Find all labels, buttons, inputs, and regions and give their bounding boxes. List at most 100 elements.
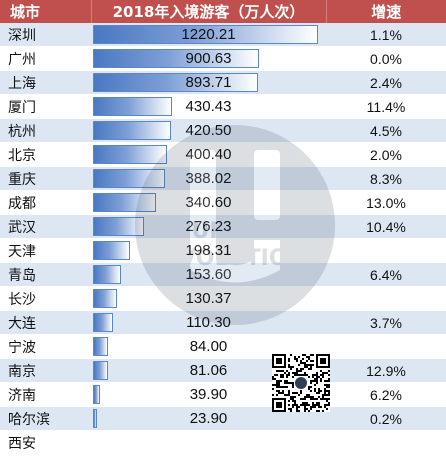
value-label: 198.31	[185, 242, 232, 259]
value-label: 388.02	[185, 170, 232, 187]
value-label: 400.40	[185, 146, 232, 163]
value-label: 110.30	[186, 314, 231, 331]
table-row: 哈尔滨 23.90 0.2%	[0, 406, 446, 431]
data-bar	[93, 361, 108, 380]
growth-cell	[326, 238, 446, 263]
city-cell: 广州	[0, 46, 91, 71]
value-label: 1220.21	[181, 26, 236, 43]
value-cell: 153.60	[91, 262, 326, 287]
city-cell: 武汉	[0, 214, 91, 239]
growth-cell: 13.0%	[326, 190, 446, 215]
table-row: 上海 893.71 2.4%	[0, 70, 446, 95]
value-cell: 84.00	[91, 334, 326, 359]
city-cell: 西安	[0, 430, 91, 455]
value-cell: 340.60	[91, 190, 326, 215]
table-row: 武汉 276.23 10.4%	[0, 214, 446, 239]
data-bar	[93, 25, 318, 44]
value-label: 430.43	[185, 98, 232, 115]
data-bar	[93, 313, 113, 332]
data-bar	[93, 289, 117, 308]
table-row: 北京 400.40 2.0%	[0, 142, 446, 167]
city-cell: 长沙	[0, 286, 91, 311]
table-row: 广州 900.63 0.0%	[0, 46, 446, 71]
value-cell: 400.40	[91, 142, 326, 167]
value-cell: 900.63	[91, 46, 326, 71]
value-cell: 130.37	[91, 286, 326, 311]
data-bar	[93, 265, 121, 284]
value-cell: 420.50	[91, 118, 326, 143]
city-cell: 厦门	[0, 94, 91, 119]
growth-cell: 6.4%	[326, 262, 446, 287]
city-cell: 杭州	[0, 118, 91, 143]
table-row: 青岛 153.60 6.4%	[0, 262, 446, 287]
city-column-header: 城市	[0, 0, 92, 23]
data-bar	[93, 217, 144, 236]
value-label: 420.50	[185, 122, 232, 139]
table-row: 天津 198.31	[0, 238, 446, 263]
data-bar	[93, 169, 165, 188]
table-row: 重庆 388.02 8.3%	[0, 166, 446, 191]
growth-cell	[326, 334, 446, 359]
header-row: 城市 2018年入境游客（万人次） 增速	[0, 0, 446, 23]
data-bar	[93, 97, 172, 116]
value-label: 81.06	[189, 362, 228, 379]
value-label: 23.90	[189, 410, 228, 427]
growth-cell: 3.7%	[326, 310, 446, 335]
value-cell: 110.30	[91, 310, 326, 335]
value-label: 893.71	[185, 74, 232, 91]
value-cell: 430.43	[91, 94, 326, 119]
value-label: 340.60	[185, 194, 232, 211]
table-row: 宁波 84.00	[0, 334, 446, 359]
growth-cell: 2.4%	[326, 70, 446, 95]
value-label: 39.90	[189, 386, 228, 403]
table-row: 西安	[0, 430, 446, 455]
growth-cell: 11.4%	[326, 94, 446, 119]
city-cell: 北京	[0, 142, 91, 167]
data-bar	[93, 73, 258, 92]
city-cell: 成都	[0, 190, 91, 215]
table-row: 南京 81.06 12.9%	[0, 358, 446, 383]
city-cell: 天津	[0, 238, 91, 263]
table-row: 成都 340.60 13.0%	[0, 190, 446, 215]
value-cell: 198.31	[91, 238, 326, 263]
data-bar	[93, 385, 100, 404]
city-cell: 南京	[0, 358, 91, 383]
value-label: 153.60	[185, 266, 232, 283]
value-cell: 388.02	[91, 166, 326, 191]
growth-cell: 12.9%	[326, 358, 446, 383]
data-bar	[93, 409, 97, 428]
city-cell: 上海	[0, 70, 91, 95]
city-cell: 宁波	[0, 334, 91, 359]
value-label	[91, 431, 326, 454]
value-label: 84.00	[189, 338, 228, 355]
value-cell: 39.90	[91, 382, 326, 407]
value-label: 900.63	[185, 50, 232, 67]
table-row: 长沙 130.37	[0, 286, 446, 311]
city-cell: 哈尔滨	[0, 406, 91, 431]
growth-cell	[326, 430, 446, 455]
growth-cell: 10.4%	[326, 214, 446, 239]
city-cell: 重庆	[0, 166, 91, 191]
city-cell: 深圳	[0, 23, 91, 47]
value-cell: 81.06	[91, 358, 326, 383]
value-cell	[91, 430, 326, 455]
table-row: 济南 39.90 6.2%	[0, 382, 446, 407]
table-row: 大连 110.30 3.7%	[0, 310, 446, 335]
table-row: 杭州 420.50 4.5%	[0, 118, 446, 143]
data-bar	[93, 241, 130, 260]
value-cell: 893.71	[91, 70, 326, 95]
metric-column-header: 2018年入境游客（万人次）	[91, 0, 327, 23]
growth-cell	[326, 286, 446, 311]
table-row: 深圳 1220.21 1.1%	[0, 23, 446, 47]
table-body: 深圳 1220.21 1.1% 广州 900.63 0.0% 上海 893.71 2.4% 厦门 4…	[0, 23, 446, 455]
growth-cell: 4.5%	[326, 118, 446, 143]
data-bar	[93, 49, 259, 68]
growth-cell: 6.2%	[326, 382, 446, 407]
data-bar	[93, 145, 167, 164]
value-cell: 276.23	[91, 214, 326, 239]
value-cell: 23.90	[91, 406, 326, 431]
city-cell: 大连	[0, 310, 91, 335]
data-bar	[93, 193, 156, 212]
growth-cell: 0.0%	[326, 46, 446, 71]
